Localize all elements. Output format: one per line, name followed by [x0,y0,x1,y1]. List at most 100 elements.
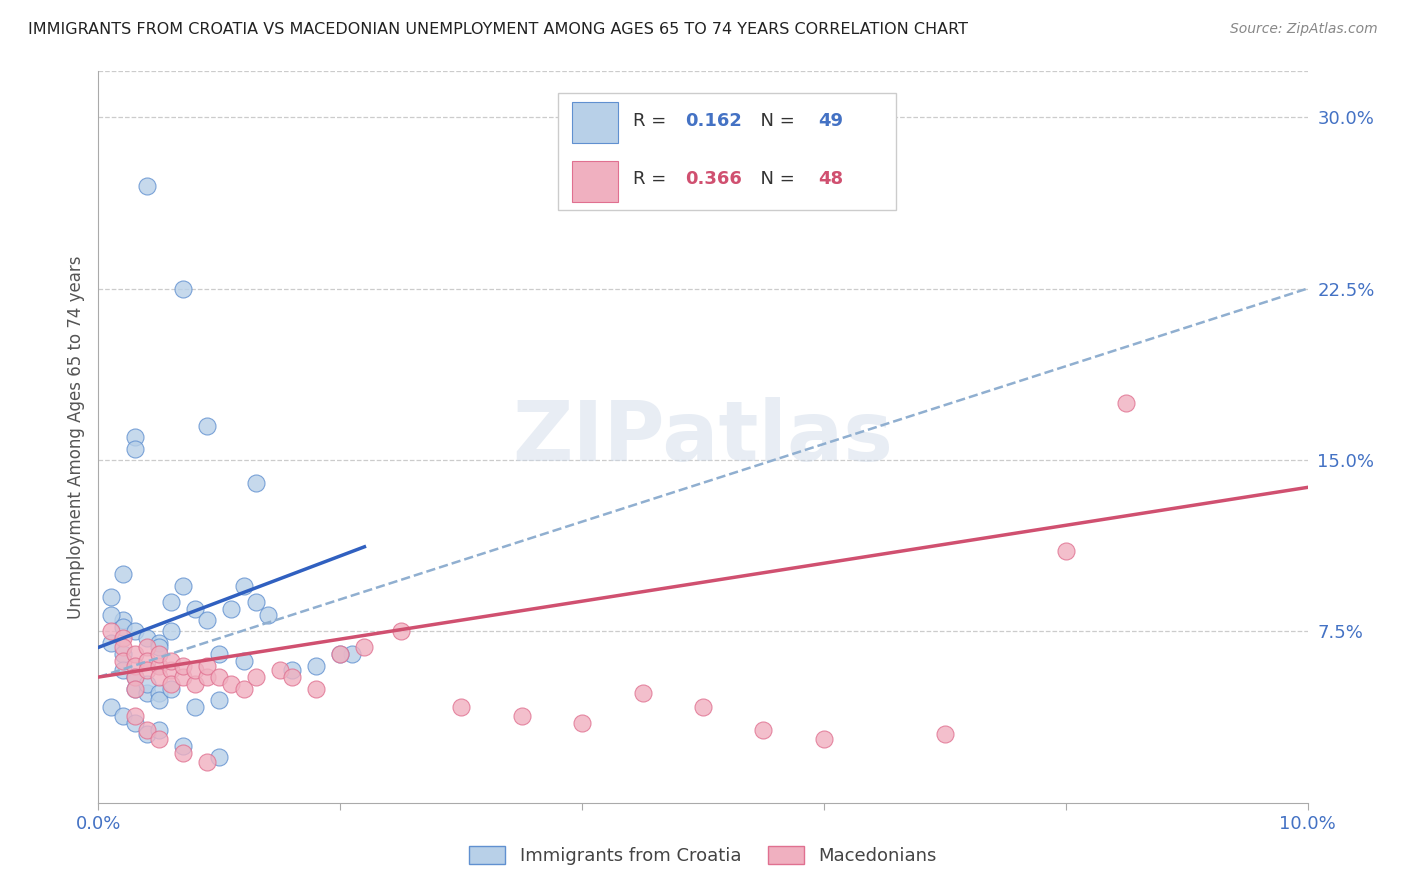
Point [124,430,146,444]
Point [124,681,146,696]
Point [111,567,134,582]
Point [813,731,835,746]
Point [692,699,714,714]
Point [329,647,352,661]
Point [148,636,170,650]
Point [135,663,157,677]
Point [135,640,157,655]
Point [100,608,122,623]
Text: 0.366: 0.366 [685,170,742,188]
Point [305,681,328,696]
Point [245,475,267,490]
Point [111,632,134,646]
Point [135,632,157,646]
Point [195,755,218,769]
Point [148,640,170,655]
Point [160,595,183,609]
Point [135,654,157,668]
Point [160,677,183,691]
Point [195,613,218,627]
Point [1054,544,1077,558]
Point [389,624,412,639]
Point [124,647,146,661]
Point [208,670,231,684]
Point [172,658,194,673]
Point [172,739,194,753]
Point [160,681,183,696]
Point [148,670,170,684]
Point [184,663,207,677]
Point [100,624,122,639]
Point [208,750,231,764]
Point [195,670,218,684]
Point [281,663,304,677]
Point [256,608,278,623]
Point [195,418,218,433]
Point [172,670,194,684]
Point [232,579,254,593]
Point [208,647,231,661]
Text: 0.162: 0.162 [685,112,742,129]
Point [184,601,207,615]
Point [934,727,956,741]
Point [232,681,254,696]
Point [221,601,243,615]
Point [245,670,267,684]
Point [111,640,134,655]
Text: 48: 48 [818,170,844,188]
Point [111,663,134,677]
Point [631,686,654,700]
Point [135,727,157,741]
Text: IMMIGRANTS FROM CROATIA VS MACEDONIAN UNEMPLOYMENT AMONG AGES 65 TO 74 YEARS COR: IMMIGRANTS FROM CROATIA VS MACEDONIAN UN… [28,22,969,37]
Text: 49: 49 [818,112,842,129]
Point [111,709,134,723]
Text: R =: R = [633,170,672,188]
Legend: Immigrants from Croatia, Macedonians: Immigrants from Croatia, Macedonians [460,837,946,874]
Point [124,658,146,673]
Point [111,654,134,668]
Point [124,681,146,696]
Point [184,677,207,691]
Text: ZIPatlas: ZIPatlas [513,397,893,477]
Point [148,658,170,673]
Point [111,647,134,661]
Point [100,636,122,650]
Point [135,686,157,700]
Point [135,178,157,193]
Point [148,693,170,707]
Point [124,624,146,639]
Point [100,590,122,604]
Bar [572,102,619,143]
Point [184,699,207,714]
Point [353,640,375,655]
Point [111,620,134,634]
Text: N =: N = [749,170,800,188]
Point [100,699,122,714]
Point [172,281,194,295]
Point [160,654,183,668]
Point [195,658,218,673]
Point [124,715,146,730]
Point [342,647,364,661]
Point [135,723,157,737]
Point [172,746,194,760]
Point [752,723,775,737]
Point [148,731,170,746]
Point [245,595,267,609]
Point [148,723,170,737]
Bar [572,161,619,202]
Point [510,709,533,723]
Text: N =: N = [749,112,800,129]
Point [111,613,134,627]
Point [124,670,146,684]
Point [450,699,472,714]
Point [172,579,194,593]
Y-axis label: Unemployment Among Ages 65 to 74 years: Unemployment Among Ages 65 to 74 years [66,255,84,619]
Point [160,624,183,639]
Point [124,442,146,456]
Point [124,709,146,723]
Point [160,663,183,677]
Point [571,715,593,730]
Point [1115,396,1137,410]
Point [148,647,170,661]
